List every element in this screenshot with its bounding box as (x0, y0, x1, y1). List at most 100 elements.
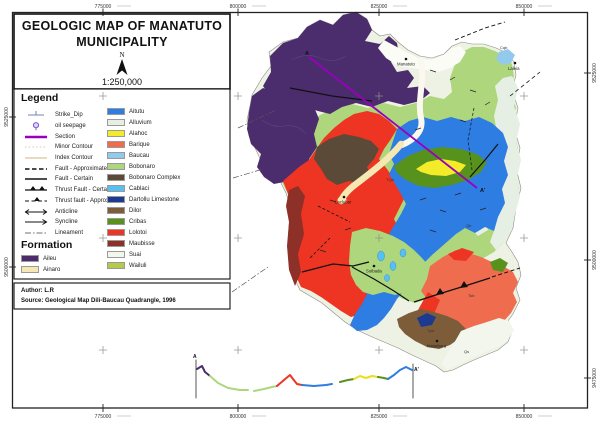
formation-swatch (107, 140, 125, 149)
formation-swatch (107, 250, 125, 259)
formation-item-cablaci: Cablaci (107, 183, 227, 194)
legend-item-lineament: Lineament (21, 228, 105, 239)
formation-item-aitutu: Aitutu (107, 106, 227, 117)
right-coord-2: 9500000 (592, 250, 598, 270)
region-aileu-north (263, 12, 430, 114)
formation-item-suai: Suai (107, 249, 227, 260)
unit-label-qb: Qb (466, 223, 472, 228)
region-lolotoi-patch (448, 248, 474, 261)
legend-item-index-contour: Index Contour (21, 153, 105, 164)
unit-code-labels: Cqb Qb TQa Tob Tpd Qs (386, 45, 508, 354)
formation-item-cribas: Cribas (107, 216, 227, 227)
formation-swatch (107, 184, 125, 193)
town-label-soibada: Soibada (366, 269, 382, 274)
formation-label: Baucau (129, 152, 150, 159)
formation-label: Aileu (43, 255, 57, 262)
formation-label: Aitutu (129, 108, 145, 115)
minor-contour-icon (21, 142, 51, 152)
formation-item-maubisse: Maubisse (107, 238, 227, 249)
legend-item-label: Minor Contour (55, 144, 94, 151)
formation-swatch (107, 173, 125, 182)
map-title-line2: MUNICIPALITY (76, 34, 168, 49)
region-dartollu (417, 313, 436, 327)
region-barique (421, 250, 518, 336)
region-cribas-patch (490, 258, 508, 272)
formation-label: Barique (129, 141, 150, 148)
region-alluvium-coast (490, 76, 521, 250)
formation-label: Wailuli (129, 262, 147, 269)
unit-label-qs: Qs (464, 349, 469, 354)
legend-item-label: Fault - Approximate (55, 165, 108, 172)
formation-swatch (107, 162, 125, 171)
formation-label: Dilor (129, 207, 142, 214)
formation-swatch (107, 107, 125, 116)
formation-list-left: Aileu Ainaro (21, 253, 105, 275)
top-coord-2: 800000 (230, 4, 247, 10)
legend-item-thrust-approx: Thrust fault - Approximate (21, 196, 124, 207)
legend-item-fault-certain: Fault - Certain (21, 174, 105, 185)
fault-certain-icon (21, 174, 51, 184)
town-markers: Manatuto Laleia Laclubar Soibada Natarbo… (335, 57, 520, 349)
region-alahoc (416, 159, 466, 176)
region-alluvium-east (468, 152, 494, 236)
legend-item-syncline: Syncline (21, 217, 105, 228)
legend-item-anticline: Anticline (21, 206, 105, 217)
formation-label: Bobonaro (129, 163, 156, 170)
formation-swatch (107, 195, 125, 204)
region-lolotoi (283, 111, 414, 317)
formation-label: Suai (129, 251, 142, 258)
region-ainaro-blob (337, 196, 347, 204)
legend-item-section: Section (21, 131, 105, 142)
thrust-approx-icon (21, 196, 51, 206)
legend-item-label: Strike_Dip (55, 112, 83, 119)
formation-label: Maubisse (129, 240, 155, 247)
top-coord-1: 775000 (95, 4, 112, 10)
title-box: GEOLOGIC MAP OF MANATUTO MUNICIPALITY N … (14, 14, 230, 89)
town-label-manatuto: Manatuto (397, 62, 416, 67)
region-baucau (496, 49, 515, 65)
formation-swatch (107, 239, 125, 248)
formation-item-barique: Barique (107, 139, 227, 150)
index-contour-icon (21, 153, 51, 163)
region-bobonaro (262, 47, 519, 306)
bottom-coord-2: 800000 (230, 414, 247, 420)
formation-item-dilor: Dilor (107, 205, 227, 216)
formation-title: Formation (21, 239, 73, 251)
formation-item-alluvium: Alluvium (107, 117, 227, 128)
top-coord-4: 850000 (516, 4, 533, 10)
formation-swatch (107, 217, 125, 226)
author-credit: Author: L.R (21, 288, 54, 294)
fault-approx-icon (21, 164, 51, 174)
region-dilor (397, 309, 466, 349)
formation-label: Cablaci (129, 185, 150, 192)
formation-label: Alluvium (129, 119, 152, 126)
formation-swatch (107, 206, 125, 215)
formation-item-lolotoi: Lolotoi (107, 227, 227, 238)
lineament-icon (21, 228, 51, 238)
unit-label-tob: Tob (468, 293, 475, 298)
formation-swatch (107, 228, 125, 237)
thrust-certain-icon (21, 185, 51, 195)
formation-swatch (21, 265, 39, 274)
contour-lines (261, 55, 347, 135)
section-label-a: A (305, 51, 309, 57)
right-coord-1: 9525000 (592, 63, 598, 83)
cross-section-label-a: A (193, 354, 197, 360)
region-aileu-west (247, 88, 319, 187)
cross-section-profile: A A' (193, 354, 419, 399)
formation-swatch (107, 129, 125, 138)
bottom-coord-3: 825000 (371, 414, 388, 420)
formation-label: Cribas (129, 218, 147, 225)
legend-item-label: Section (55, 133, 76, 140)
strike-dip-icon (21, 110, 51, 120)
fault-lines (289, 21, 541, 303)
map-title: GEOLOGIC MAP OF MANATUTO MUNICIPALITY (22, 19, 222, 50)
top-coord-3: 825000 (371, 4, 388, 10)
map-regions (246, 11, 522, 373)
legend-title: Legend (21, 92, 59, 104)
legend-item-minor-contour: Minor Contour (21, 142, 105, 153)
scale-text: 1:250,000 (101, 77, 143, 88)
formation-item-bobonaro-complex: Bobonaro Complex (107, 172, 227, 183)
formation-label: Lolotoi (129, 229, 147, 236)
